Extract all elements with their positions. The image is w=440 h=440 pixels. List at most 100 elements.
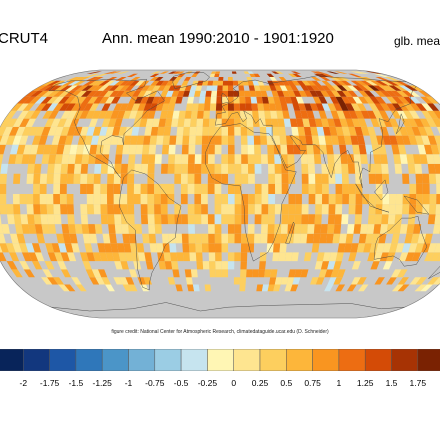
anomaly-cell: [127, 163, 135, 174]
anomaly-cell: [41, 154, 50, 164]
anomaly-cell: [17, 110, 29, 119]
anomaly-cell: [394, 163, 403, 174]
anomaly-cell: [351, 277, 361, 285]
anomaly-cell: [386, 103, 397, 111]
anomaly-cell: [143, 103, 152, 111]
anomaly-cell: [46, 204, 54, 215]
anomaly-cell: [327, 224, 335, 234]
anomaly-cell: [248, 85, 256, 91]
anomaly-cell: [53, 214, 62, 225]
anomaly-cell: [384, 80, 399, 86]
anomaly-cell: [116, 71, 130, 74]
anomaly-cell: [232, 80, 239, 86]
anomaly-cell: [63, 118, 74, 127]
anomaly-cell: [437, 144, 440, 155]
anomaly-cell: [54, 154, 63, 164]
anomaly-cell: [374, 277, 385, 285]
anomaly-cell: [147, 194, 155, 205]
anomaly-cell: [360, 80, 373, 86]
anomaly-cell: [185, 277, 193, 285]
anomaly-cell: [100, 214, 109, 225]
anomaly-cell: [327, 154, 335, 164]
anomaly-cell: [358, 233, 367, 244]
anomaly-cell: [354, 71, 370, 74]
anomaly-cell: [101, 118, 111, 127]
anomaly-cell: [167, 183, 175, 194]
anomaly-cell: [326, 233, 334, 244]
anomaly-cell: [254, 194, 262, 205]
anomaly-cell: [114, 224, 123, 234]
anomaly-cell: [427, 103, 440, 111]
anomaly-cell: [335, 183, 343, 194]
anomaly-cell: [6, 261, 18, 270]
anomaly-cell: [66, 173, 74, 184]
anomaly-cell: [214, 135, 222, 145]
anomaly-cell: [0, 144, 6, 155]
anomaly-cell: [380, 90, 392, 97]
anomaly-cell: [292, 135, 300, 145]
anomaly-cell: [337, 243, 346, 253]
anomaly-cell: [57, 261, 67, 270]
anomaly-cell: [389, 243, 398, 253]
anomaly-cell: [202, 126, 209, 136]
anomaly-cell: [248, 173, 255, 184]
anomaly-cell: [240, 252, 248, 262]
anomaly-cell: [274, 173, 282, 184]
anomaly-cell: [393, 154, 402, 164]
anomaly-cell: [151, 96, 161, 104]
anomaly-cell: [201, 135, 209, 145]
anomaly-cell: [190, 269, 198, 278]
anomaly-cell: [391, 284, 404, 292]
anomaly-cell: [147, 204, 155, 215]
anomaly-cell: [321, 103, 331, 111]
anomaly-cell: [353, 154, 362, 164]
anomaly-cell: [113, 194, 121, 205]
anomaly-cell: [187, 284, 195, 292]
anomaly-cell: [403, 96, 416, 104]
anomaly-cell: [175, 233, 183, 244]
anomaly-cell: [13, 173, 21, 184]
anomaly-cell: [335, 194, 343, 205]
anomaly-cell: [353, 224, 362, 234]
anomaly-cell: [58, 135, 67, 145]
anomaly-cell: [184, 110, 192, 119]
anomaly-cell: [294, 224, 302, 234]
anomaly-cell: [181, 233, 189, 244]
anomaly-cell: [248, 204, 255, 215]
anomaly-cell: [122, 233, 130, 244]
anomaly-cell: [82, 144, 91, 155]
anomaly-cell: [335, 173, 343, 184]
anomaly-cell: [288, 173, 296, 184]
anomaly-cell: [343, 135, 353, 145]
anomaly-cell: [60, 269, 72, 278]
anomaly-cell: [134, 224, 143, 234]
anomaly-cell: [62, 144, 72, 155]
anomaly-cell: [105, 252, 115, 262]
anomaly-cell: [247, 144, 255, 155]
anomaly-cell: [144, 126, 153, 136]
anomaly-cell: [58, 243, 67, 253]
anomaly-cell: [107, 194, 114, 205]
anomaly-cell: [58, 90, 71, 97]
anomaly-cell: [67, 126, 77, 136]
anomaly-cell: [99, 96, 110, 104]
anomaly-cell: [430, 144, 440, 155]
anomaly-cell: [172, 269, 180, 278]
anomaly-cell: [101, 277, 111, 285]
anomaly-cell: [21, 224, 30, 234]
anomaly-cell: [170, 252, 178, 262]
anomaly-cell: [308, 173, 316, 184]
anomaly-cell: [127, 214, 135, 225]
anomaly-cell: [94, 73, 108, 77]
anomaly-cell: [14, 224, 24, 234]
colorbar-swatch: [207, 349, 234, 371]
figure-credit: figure credit: National Center for Atmos…: [111, 329, 329, 335]
anomaly-cell: [183, 118, 191, 127]
anomaly-cell: [327, 163, 336, 174]
anomaly-cell: [150, 126, 159, 136]
anomaly-cell: [221, 243, 228, 253]
anomaly-cell: [80, 214, 89, 225]
anomaly-cell: [221, 118, 228, 127]
anomaly-cell: [81, 90, 93, 97]
anomaly-cell: [102, 144, 111, 155]
